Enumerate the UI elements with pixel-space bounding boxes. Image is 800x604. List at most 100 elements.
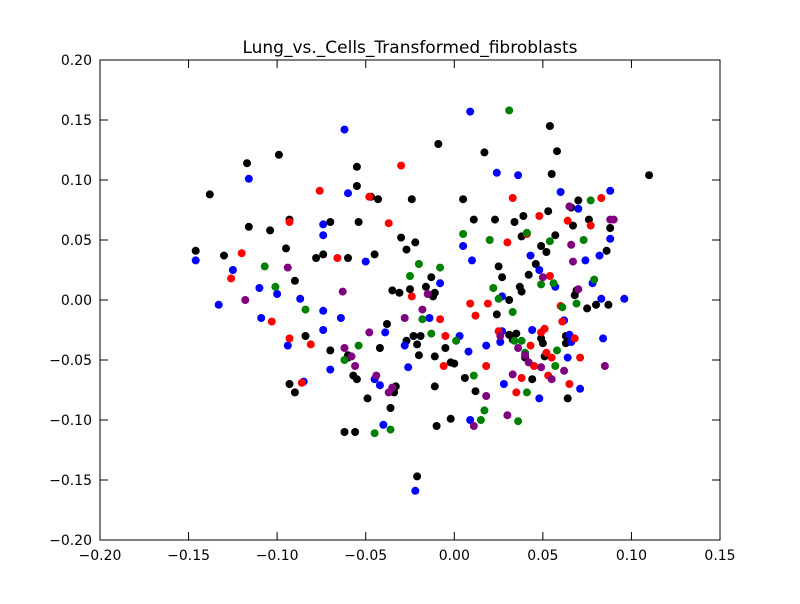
scatter-point: [352, 162, 361, 171]
scatter-point: [517, 287, 526, 296]
scatter-point: [436, 315, 445, 324]
scatter-point: [464, 347, 473, 356]
scatter-point: [512, 329, 521, 338]
scatter-point: [214, 300, 223, 309]
scatter-point: [191, 246, 200, 255]
scatter-point: [597, 194, 606, 202]
scatter-point: [407, 292, 416, 301]
scatter-point: [384, 219, 393, 228]
scatter-point: [574, 196, 583, 205]
scatter-point: [538, 339, 547, 348]
scatter-point: [402, 245, 411, 254]
scatter-point: [338, 287, 347, 296]
scatter-point: [496, 338, 505, 346]
scatter-point: [535, 394, 544, 403]
scatter-point: [505, 106, 514, 115]
scatter-point: [446, 414, 455, 423]
scatter-point: [441, 344, 450, 352]
scatter-point: [315, 186, 324, 195]
scatter-point: [406, 285, 414, 294]
scatter-point: [441, 332, 450, 340]
scatter-point: [340, 428, 349, 436]
scatter-point: [375, 344, 384, 352]
scatter-point: [602, 246, 611, 255]
scatter-point: [365, 192, 374, 201]
scatter-point: [290, 276, 299, 285]
scatter-point: [537, 280, 546, 289]
scatter-point: [492, 168, 501, 177]
scatter-point: [574, 204, 583, 213]
scatter-point: [434, 140, 443, 148]
scatter-point: [565, 202, 574, 211]
scatter-point: [452, 336, 461, 345]
scatter-point: [273, 290, 282, 298]
scatter-point: [430, 382, 439, 391]
scatter-point: [498, 273, 507, 282]
scatter-point: [466, 299, 475, 308]
scatter-point: [563, 216, 572, 225]
scatter-point: [528, 326, 537, 334]
scatter-point: [351, 428, 360, 436]
scatter-point: [379, 420, 388, 429]
scatter-point: [545, 237, 554, 246]
scatter-point: [282, 244, 290, 253]
scatter-point: [191, 256, 200, 265]
scatter-point: [556, 188, 565, 196]
scatter-point: [563, 394, 572, 403]
scatter-point: [340, 356, 349, 364]
scatter-point: [351, 362, 360, 370]
scatter-point: [645, 171, 654, 180]
scatter-point: [354, 218, 363, 226]
scatter-point: [519, 212, 528, 220]
scatter-point: [476, 416, 485, 424]
scatter-point: [592, 300, 600, 309]
scatter-point: [522, 388, 531, 397]
scatter-point: [436, 279, 445, 288]
scatter-point: [266, 226, 275, 235]
scatter-point: [301, 332, 310, 340]
scatter-point: [372, 371, 381, 380]
scatter-point: [482, 392, 491, 400]
scatter-point: [517, 336, 526, 345]
scatter-point: [545, 272, 554, 280]
scatter-point: [514, 417, 523, 426]
scatter-point: [319, 250, 328, 259]
scatter-point: [425, 314, 434, 322]
y-tick-label: −0.15: [49, 473, 92, 489]
scatter-point: [469, 422, 478, 430]
x-tick-label: 0.00: [439, 548, 470, 564]
scatter-point: [545, 122, 554, 130]
scatter-point: [537, 363, 546, 372]
scatter-point: [285, 380, 294, 388]
scatter-point: [524, 270, 533, 279]
scatter-point: [244, 222, 253, 231]
scatter-point: [227, 274, 236, 283]
scatter-point: [220, 251, 228, 260]
scatter-point: [383, 320, 391, 328]
scatter-point: [274, 150, 283, 159]
scatter-point: [560, 366, 569, 375]
scatter-point: [228, 266, 237, 274]
scatter-point: [312, 254, 321, 262]
scatter-point: [469, 215, 478, 224]
scatter-point: [319, 326, 328, 334]
scatter-point: [606, 186, 615, 195]
scatter-point: [460, 374, 469, 382]
scatter-point: [510, 336, 519, 345]
scatter-point: [549, 279, 558, 288]
scatter-point: [386, 404, 395, 412]
scatter-point: [340, 344, 349, 352]
scatter-point: [517, 374, 526, 382]
scatter-point: [512, 388, 521, 397]
scatter-point: [260, 262, 269, 271]
scatter-point: [526, 251, 535, 260]
scatter-point: [606, 224, 615, 232]
scatter-point: [395, 288, 404, 297]
scatter-point: [361, 257, 370, 266]
scatter-point: [535, 266, 544, 274]
scatter-point: [521, 351, 530, 360]
scatter-point: [407, 195, 416, 204]
scatter-point: [418, 305, 427, 314]
scatter-point: [459, 230, 468, 238]
scatter-point: [386, 425, 395, 434]
